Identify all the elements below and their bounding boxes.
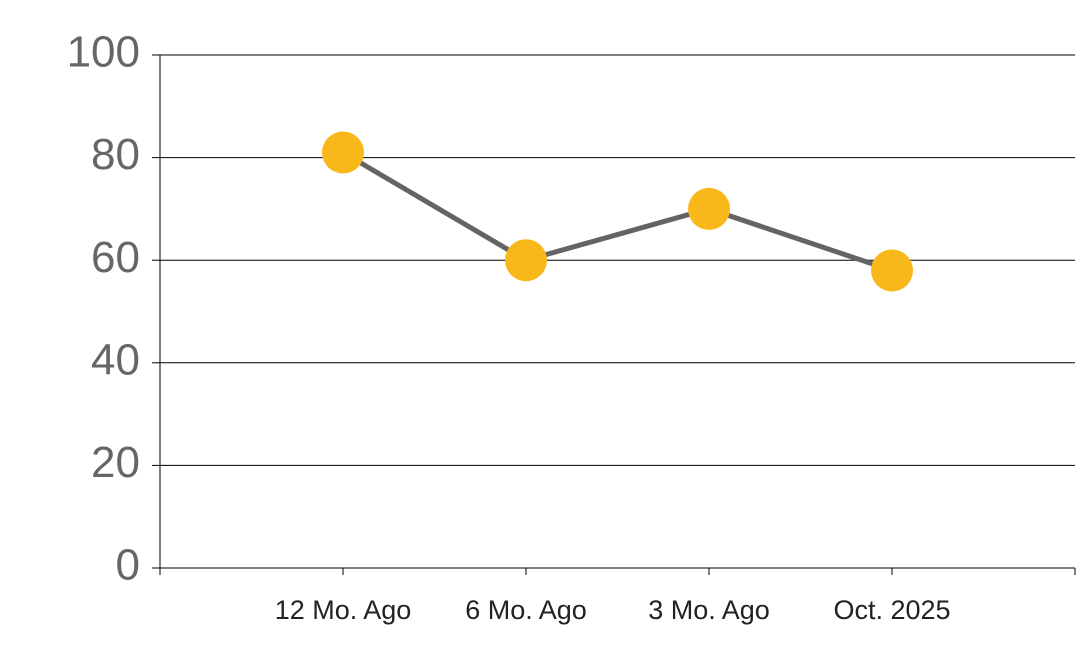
marker <box>322 131 364 174</box>
marker <box>871 249 913 292</box>
x-tick-label: 3 Mo. Ago <box>648 595 770 625</box>
line <box>341 150 893 273</box>
y-tick-label: 60 <box>91 233 140 282</box>
x-tick-label: Oct. 2025 <box>833 595 950 625</box>
y-tick-label: 0 <box>116 541 140 590</box>
y-tick-label: 20 <box>91 438 140 487</box>
x-tick-label: 6 Mo. Ago <box>465 595 587 625</box>
marker <box>505 239 547 282</box>
y-tick-label: 40 <box>91 335 140 384</box>
marker <box>688 187 730 230</box>
y-tick-label: 100 <box>67 28 140 77</box>
x-tick-label: 12 Mo. Ago <box>275 595 412 625</box>
y-tick-label: 80 <box>91 130 140 179</box>
